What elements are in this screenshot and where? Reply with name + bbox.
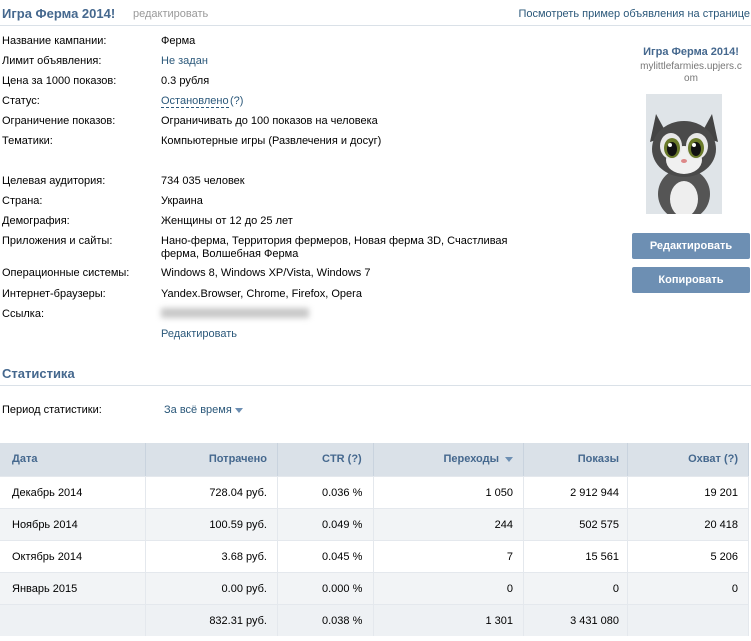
- blurred-link: [161, 308, 309, 318]
- table-cell: 502 575: [524, 508, 628, 540]
- total-cell: 1 301: [374, 604, 524, 636]
- stats-title: Статистика: [2, 366, 75, 381]
- preview-link[interactable]: Посмотреть пример объявления на странице: [518, 8, 750, 20]
- field-value: Компьютерные игры (Развлечения и досуг): [161, 135, 382, 147]
- sort-arrow: [505, 457, 513, 466]
- field-label: Статус:: [2, 95, 40, 107]
- table-cell: 3.68 руб.: [146, 540, 278, 572]
- fields-edit[interactable]: Редактировать: [161, 328, 237, 340]
- field-label: Операционные системы:: [2, 267, 130, 279]
- table-cell: 0.036 %: [278, 476, 374, 508]
- separator: [0, 25, 751, 26]
- ad-image: [646, 94, 722, 214]
- table-cell: 244: [374, 508, 524, 540]
- field-value: Украина: [161, 195, 203, 207]
- edit-link[interactable]: редактировать: [133, 8, 209, 20]
- table-cell: 1 050: [374, 476, 524, 508]
- edit-button[interactable]: Редактировать: [632, 233, 750, 259]
- column-header[interactable]: Переходы: [374, 443, 524, 476]
- period-select[interactable]: За всё время: [164, 404, 232, 416]
- field-value: Ограничивать до 100 показов на человека: [161, 115, 378, 127]
- field-value: Ферма: [161, 35, 196, 47]
- table-cell: 19 201: [628, 476, 749, 508]
- table-cell: 15 561: [524, 540, 628, 572]
- table-cell: 728.04 руб.: [146, 476, 278, 508]
- dropdown-arrow: [235, 408, 243, 417]
- column-header[interactable]: Потрачено: [146, 443, 278, 476]
- field-value: Windows 8, Windows XP/Vista, Windows 7: [161, 267, 371, 279]
- field-label: Тематики:: [2, 135, 53, 147]
- field-label: Интернет-браузеры:: [2, 288, 106, 300]
- field-label: Ограничение показов:: [2, 115, 116, 127]
- field-label: Приложения и сайты:: [2, 235, 113, 247]
- table-cell: 5 206: [628, 540, 749, 572]
- table-cell: 0.045 %: [278, 540, 374, 572]
- ad-domain: mylittlefarmies.upjers.com: [640, 61, 742, 84]
- field-label: Лимит объявления:: [2, 55, 102, 67]
- total-cell: 3 431 080: [524, 604, 628, 636]
- table-cell: 20 418: [628, 508, 749, 540]
- column-header[interactable]: Охват (?): [628, 443, 749, 476]
- total-cell: [628, 604, 749, 636]
- field-value: Нано-ферма, Территория фермеров, Новая ф…: [161, 235, 508, 260]
- table-cell: 2 912 944: [524, 476, 628, 508]
- field-label: Демография:: [2, 215, 70, 227]
- table-cell: Октябрь 2014: [0, 540, 146, 572]
- table-cell: 0.049 %: [278, 508, 374, 540]
- campaign-title: Игра Ферма 2014!: [2, 6, 116, 21]
- field-value: Yandex.Browser, Chrome, Firefox, Opera: [161, 288, 362, 300]
- field-label: Цена за 1000 показов:: [2, 75, 117, 87]
- total-cell: [0, 604, 146, 636]
- table-cell: 7: [374, 540, 524, 572]
- table-cell: 0: [524, 572, 628, 604]
- field-label: Страна:: [2, 195, 43, 207]
- field-value[interactable]: Остановлено: [161, 95, 229, 108]
- field-hint[interactable]: (?): [230, 95, 244, 107]
- separator: [0, 385, 751, 386]
- copy-button[interactable]: Копировать: [632, 267, 750, 293]
- table-cell: 0.000 %: [278, 572, 374, 604]
- field-value: 0.3 рубля: [161, 75, 210, 87]
- column-header[interactable]: CTR (?): [278, 443, 374, 476]
- column-header[interactable]: Показы: [524, 443, 628, 476]
- table-cell: Ноябрь 2014: [0, 508, 146, 540]
- period-label: Период статистики:: [2, 404, 102, 416]
- field-value: 734 035 человек: [161, 175, 245, 187]
- table-cell: 0: [628, 572, 749, 604]
- field-label: Название кампании:: [2, 35, 107, 47]
- total-cell: 0.038 %: [278, 604, 374, 636]
- field-value[interactable]: Не задан: [161, 55, 208, 67]
- field-value: Женщины от 12 до 25 лет: [161, 215, 293, 227]
- ad-title: Игра Ферма 2014!: [643, 46, 739, 58]
- table-cell: 0: [374, 572, 524, 604]
- table-cell: Январь 2015: [0, 572, 146, 604]
- field-label: Ссылка:: [2, 308, 44, 320]
- table-cell: 100.59 руб.: [146, 508, 278, 540]
- table-cell: Декабрь 2014: [0, 476, 146, 508]
- total-cell: 832.31 руб.: [146, 604, 278, 636]
- field-label: Целевая аудитория:: [2, 175, 106, 187]
- table-cell: 0.00 руб.: [146, 572, 278, 604]
- column-header[interactable]: Дата: [0, 443, 146, 476]
